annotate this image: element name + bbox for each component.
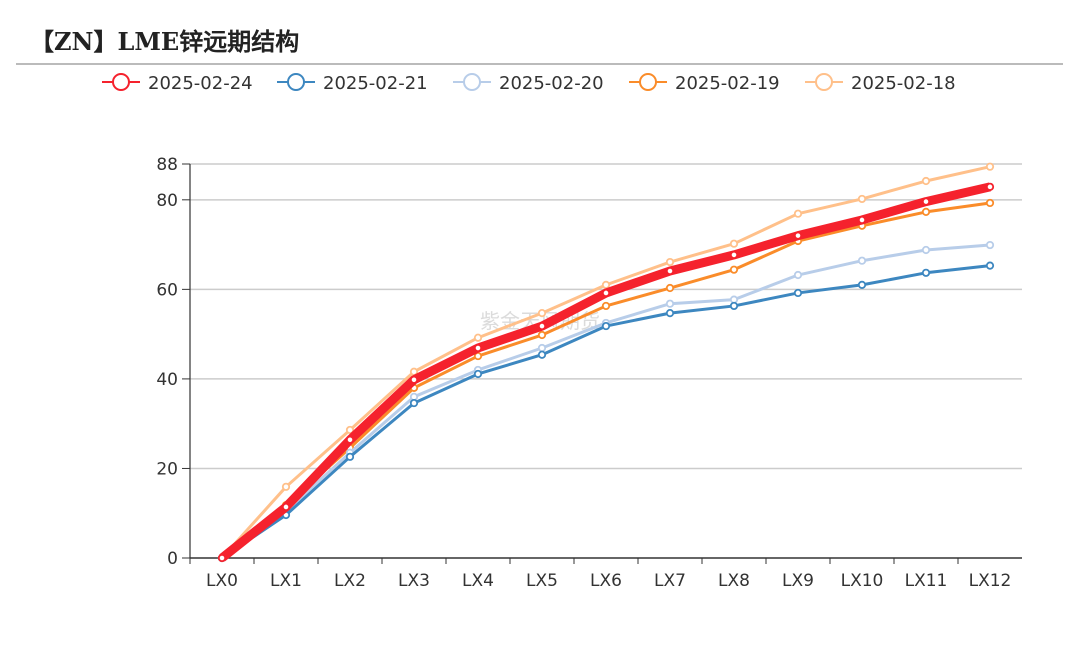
- data-point: [217, 553, 227, 563]
- legend-marker-icon: [287, 73, 305, 91]
- data-point: [793, 231, 803, 240]
- x-tick-label: LX2: [334, 571, 366, 591]
- legend-label: 2025-02-20: [499, 73, 604, 94]
- x-tick-label: LX4: [462, 571, 494, 591]
- legend-label: 2025-02-24: [148, 73, 253, 94]
- data-point: [921, 176, 931, 186]
- x-tick-label: LX8: [718, 571, 750, 591]
- legend-marker-icon: [112, 73, 130, 91]
- data-point: [921, 245, 931, 255]
- data-point: [537, 330, 547, 340]
- data-point: [921, 197, 931, 206]
- x-tick-label: LX1: [270, 571, 302, 591]
- data-point: [665, 299, 675, 308]
- y-tick-label: 60: [156, 280, 178, 300]
- series-line-2025-02-18: [220, 165, 991, 560]
- data-point: [985, 162, 995, 171]
- data-point: [473, 369, 483, 379]
- data-point: [857, 215, 867, 225]
- data-point: [473, 333, 483, 342]
- data-point: [601, 280, 611, 289]
- x-tick-label: LX5: [526, 571, 558, 591]
- data-point: [921, 207, 931, 217]
- legend-label: 2025-02-21: [323, 73, 428, 94]
- data-point: [729, 265, 739, 274]
- data-point: [985, 261, 995, 270]
- data-point: [985, 182, 995, 191]
- data-point: [665, 283, 675, 293]
- data-point: [729, 239, 739, 248]
- data-point: [281, 502, 291, 512]
- x-tick-label: LX7: [654, 571, 686, 591]
- x-tick-label: LX3: [398, 571, 430, 591]
- data-point: [345, 435, 355, 444]
- data-point: [857, 194, 867, 204]
- data-point: [857, 280, 867, 289]
- data-point: [665, 266, 675, 276]
- data-point: [985, 198, 995, 208]
- series-line-2025-02-24: [219, 182, 992, 562]
- data-point: [537, 321, 547, 331]
- x-tick-label: LX0: [206, 571, 238, 591]
- y-tick-label: 80: [156, 191, 178, 211]
- data-point: [601, 321, 611, 331]
- data-point: [601, 301, 611, 311]
- data-point: [281, 482, 291, 491]
- data-point: [985, 240, 995, 250]
- data-point: [345, 425, 355, 435]
- y-tick-label: 88: [156, 155, 178, 175]
- data-point: [473, 343, 483, 353]
- data-point: [857, 256, 867, 265]
- data-point: [665, 308, 675, 318]
- x-tick-label: LX11: [905, 571, 948, 591]
- data-point: [921, 268, 931, 277]
- legend-label: 2025-02-18: [851, 73, 956, 94]
- x-tick-label: LX12: [969, 571, 1012, 591]
- legend-marker-icon: [463, 73, 481, 91]
- y-tick-label: 20: [156, 459, 178, 479]
- data-point: [409, 375, 419, 384]
- data-point: [729, 301, 739, 311]
- y-tick-label: 40: [156, 370, 178, 390]
- series-line-2025-02-19: [221, 201, 991, 560]
- chart-title: 【ZN】LME锌远期结构: [30, 27, 300, 56]
- data-point: [537, 308, 547, 318]
- x-tick-label: LX9: [782, 571, 814, 591]
- data-point: [409, 398, 419, 408]
- data-point: [537, 343, 547, 353]
- data-point: [793, 209, 803, 218]
- data-point: [729, 250, 739, 259]
- data-point: [537, 350, 547, 359]
- data-point: [345, 452, 355, 461]
- data-point: [793, 288, 803, 298]
- x-tick-label: LX10: [841, 571, 884, 591]
- data-point: [665, 257, 675, 267]
- legend-marker-icon: [639, 73, 657, 91]
- data-point: [601, 288, 611, 298]
- data-point: [793, 270, 803, 280]
- title-divider: [16, 63, 1063, 65]
- x-tick-label: LX6: [590, 571, 622, 591]
- y-tick-label: 0: [167, 549, 178, 569]
- legend-marker-icon: [815, 73, 833, 91]
- legend-label: 2025-02-19: [675, 73, 780, 94]
